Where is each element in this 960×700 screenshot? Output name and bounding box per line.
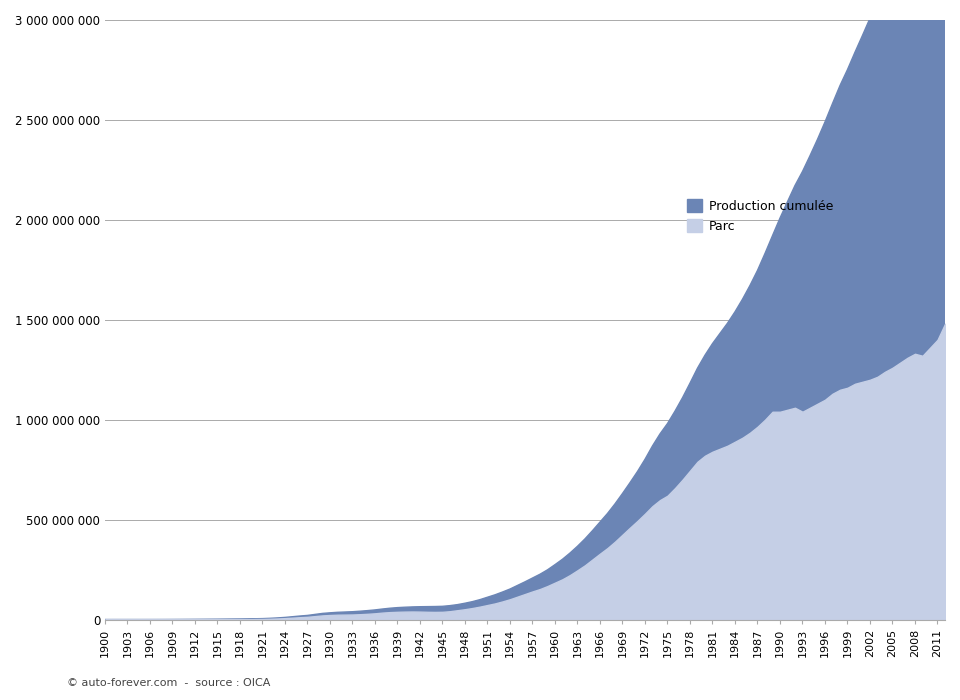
Legend: Production cumulée, Parc: Production cumulée, Parc (683, 194, 838, 237)
Text: © auto-forever.com  -  source : OICA: © auto-forever.com - source : OICA (67, 678, 271, 688)
